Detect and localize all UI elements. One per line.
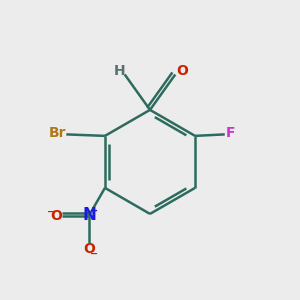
Text: N: N [83, 206, 97, 224]
Text: O: O [50, 208, 62, 223]
Text: H: H [114, 64, 125, 78]
Text: O: O [176, 64, 188, 78]
Text: −: − [46, 206, 55, 217]
Text: +: + [91, 206, 99, 216]
Text: F: F [225, 126, 235, 140]
Text: −: − [90, 248, 98, 258]
Text: Br: Br [49, 126, 67, 140]
Text: O: O [83, 242, 95, 256]
